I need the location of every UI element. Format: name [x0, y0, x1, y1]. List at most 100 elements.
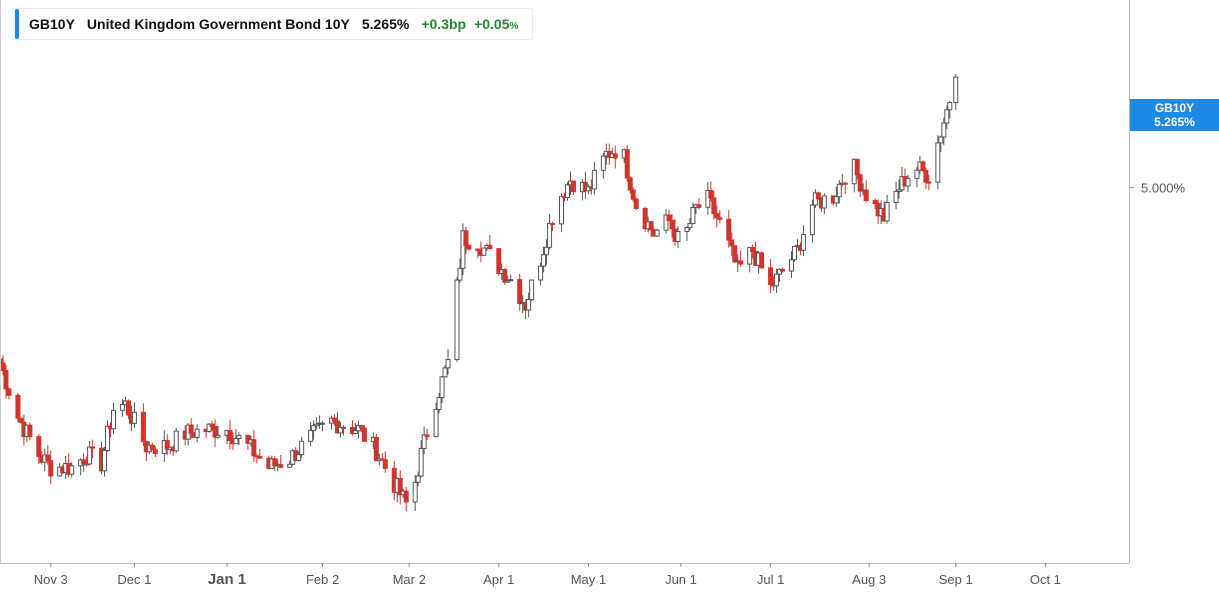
candle-body	[0, 362, 6, 372]
candle-body	[857, 174, 863, 192]
candle	[788, 251, 794, 279]
candle-body	[140, 411, 146, 442]
candle	[696, 197, 702, 210]
x-tick-label: Sep 1	[939, 572, 973, 587]
legend-change-percent-value: +0.05	[474, 16, 510, 32]
candle-body	[15, 394, 21, 419]
candle	[48, 450, 54, 485]
candle	[149, 442, 155, 451]
candle-body	[436, 397, 442, 410]
candle	[550, 221, 556, 231]
candle-body	[164, 440, 170, 450]
candle	[15, 392, 21, 423]
candle-body	[36, 436, 42, 457]
candle	[251, 429, 257, 463]
candle	[69, 462, 75, 478]
candle	[944, 105, 950, 129]
candle-body	[696, 204, 702, 208]
candle-body	[424, 434, 430, 438]
candle-body	[90, 446, 96, 449]
candle	[236, 432, 242, 445]
candle-body	[953, 76, 959, 104]
candle	[311, 420, 317, 440]
candle	[896, 179, 902, 199]
candle	[947, 100, 953, 119]
candle	[466, 244, 472, 251]
candle	[711, 191, 717, 220]
candle	[642, 206, 648, 232]
candle	[591, 161, 597, 195]
candle	[439, 375, 445, 403]
candle	[538, 262, 544, 286]
candle-body	[105, 425, 111, 452]
chart-legend[interactable]: GB10Y United Kingdom Government Bond 10Y…	[14, 8, 534, 40]
candle	[687, 218, 693, 231]
candle	[320, 420, 326, 432]
candle	[627, 176, 633, 194]
candle	[666, 209, 672, 222]
candle-body	[299, 440, 305, 456]
candle-body	[920, 161, 926, 171]
candle-body	[421, 434, 427, 449]
candle-body	[750, 247, 756, 252]
candle	[732, 245, 738, 263]
candle-body	[397, 478, 403, 496]
candle-body	[505, 280, 511, 283]
candle	[729, 232, 735, 256]
candle-body	[87, 446, 93, 465]
candle	[433, 402, 439, 438]
candle-body	[570, 180, 576, 193]
candle	[612, 145, 618, 169]
candle-body	[944, 109, 950, 124]
candle	[442, 365, 448, 378]
candle	[421, 426, 427, 455]
candle	[314, 417, 320, 430]
candle	[547, 214, 553, 250]
candle	[690, 202, 696, 225]
last-price-tag: GB10Y 5.265%	[1130, 99, 1219, 131]
candle	[714, 205, 720, 228]
candle-body	[382, 459, 388, 469]
candle-body	[941, 122, 947, 138]
candle-body	[538, 265, 544, 281]
candle	[418, 440, 424, 478]
candle-body	[206, 423, 212, 433]
candle-body	[149, 444, 155, 451]
candle	[110, 402, 116, 435]
x-tick-label: Jan 1	[208, 571, 246, 588]
candle	[675, 226, 681, 249]
candle	[800, 225, 806, 257]
candle	[272, 456, 278, 471]
candle	[747, 246, 753, 273]
candle-body	[684, 227, 690, 232]
candle	[487, 234, 493, 250]
candle-body	[711, 197, 717, 215]
candle-body	[361, 427, 367, 442]
candle-body	[905, 177, 911, 187]
candle-body	[675, 230, 681, 242]
candle	[457, 258, 463, 283]
candle-body	[287, 463, 293, 468]
candle	[90, 439, 96, 459]
candle	[355, 420, 361, 439]
candle-body	[669, 219, 675, 230]
candle	[18, 417, 24, 424]
candle-body	[332, 417, 338, 422]
candle-body	[544, 246, 550, 256]
candle-body	[236, 434, 242, 440]
candle	[6, 387, 12, 400]
candle	[119, 399, 125, 417]
candle-body	[320, 422, 326, 425]
x-tick-label: May 1	[571, 572, 606, 587]
candle-body	[729, 239, 735, 247]
legend-symbol: GB10Y	[29, 16, 75, 32]
x-tick-label: Oct 1	[1030, 572, 1061, 587]
candle	[759, 251, 765, 270]
candle-body	[48, 460, 54, 477]
candle-body	[418, 447, 424, 477]
candle	[36, 434, 42, 465]
legend-change: +0.3bp	[421, 16, 467, 32]
candle-body	[815, 192, 821, 200]
candle-body	[526, 299, 532, 311]
